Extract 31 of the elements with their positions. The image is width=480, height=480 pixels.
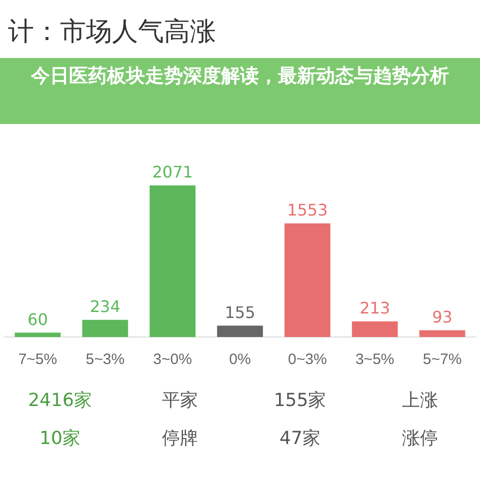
chart-title: 计：市场人气高涨 — [8, 16, 216, 49]
bar — [419, 330, 466, 337]
data-label: 155 — [224, 302, 256, 322]
data-label: 234 — [90, 297, 120, 316]
data-label: 2071 — [152, 162, 193, 182]
bar — [14, 332, 61, 337]
text: 上涨 — [401, 389, 439, 412]
bar — [217, 326, 263, 337]
data-label: 93 — [432, 307, 452, 326]
x-tick-label: 0~3% — [288, 351, 327, 368]
x-tick-label: 3~5% — [355, 351, 394, 368]
data-label: 1553 — [287, 200, 328, 220]
x-tick-label: 0% — [229, 351, 251, 368]
x-tick-label: 5~7% — [422, 351, 462, 368]
text: 涨停 — [401, 427, 439, 450]
text: 停牌 — [161, 427, 199, 450]
bar — [284, 223, 330, 337]
x-tick-label: 5~3% — [86, 351, 125, 368]
text: 平家 — [161, 389, 199, 412]
text: 155家 — [272, 389, 328, 412]
bar — [352, 321, 398, 337]
x-tick-label: 3~0% — [153, 351, 192, 368]
bar — [150, 185, 196, 337]
text: 47家 — [278, 427, 322, 450]
data-label: 60 — [28, 310, 48, 329]
chart-subtitle: 今日医药板块走势深度解读，最新动态与趋势分析 — [0, 58, 480, 124]
text: 10家 — [38, 427, 82, 450]
text: 2416家 — [27, 389, 93, 412]
bar — [82, 320, 128, 337]
data-label: 213 — [360, 298, 390, 318]
x-tick-label: 7~5% — [18, 351, 58, 368]
